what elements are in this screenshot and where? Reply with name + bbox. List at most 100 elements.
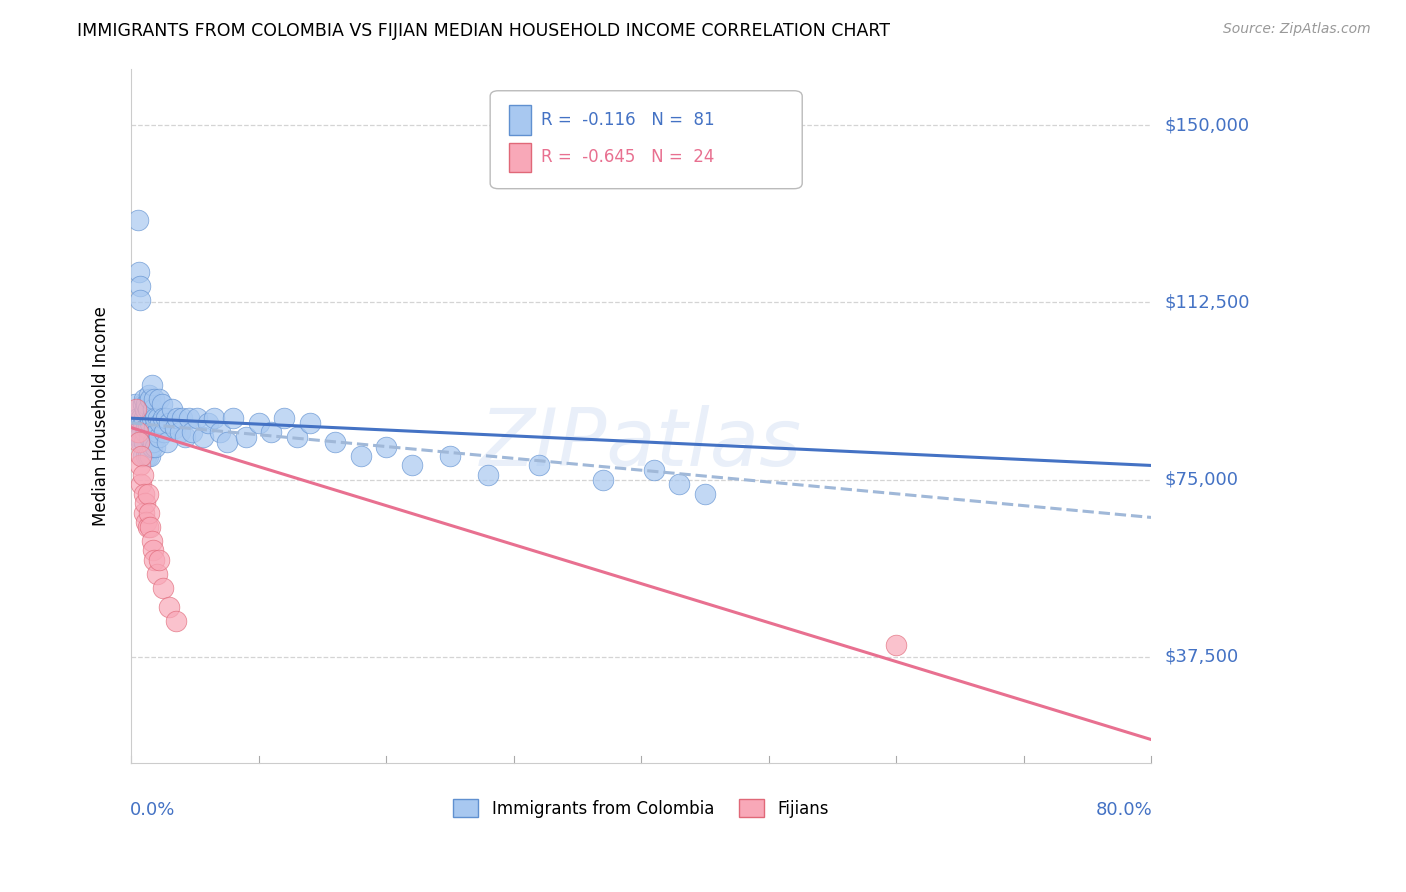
Point <box>527 458 550 473</box>
Point <box>143 553 166 567</box>
Point <box>135 449 157 463</box>
Point <box>215 434 238 449</box>
Point <box>131 411 153 425</box>
Point <box>131 397 153 411</box>
Point <box>298 416 321 430</box>
Point <box>135 515 157 529</box>
Point <box>143 420 166 434</box>
Point <box>273 411 295 425</box>
Text: Source: ZipAtlas.com: Source: ZipAtlas.com <box>1223 22 1371 37</box>
Point <box>181 425 204 440</box>
Text: ZIPatlas: ZIPatlas <box>479 405 803 483</box>
Point <box>222 411 245 425</box>
Point <box>401 458 423 473</box>
Point <box>148 392 170 407</box>
Point <box>125 425 148 440</box>
Point <box>169 425 191 440</box>
Point <box>349 449 371 463</box>
Point <box>643 463 665 477</box>
Point <box>247 416 270 430</box>
Point <box>260 425 283 440</box>
Point <box>209 425 232 440</box>
Point <box>191 430 214 444</box>
Point <box>172 411 194 425</box>
Point <box>141 378 163 392</box>
Point <box>153 425 176 440</box>
Point <box>134 496 156 510</box>
Point <box>125 401 148 416</box>
Point <box>134 425 156 440</box>
Point <box>138 387 160 401</box>
Point <box>127 425 149 440</box>
Point <box>177 411 200 425</box>
Point <box>142 401 165 416</box>
Text: $150,000: $150,000 <box>1166 116 1250 134</box>
Point <box>145 440 167 454</box>
Point <box>138 506 160 520</box>
Point <box>139 520 162 534</box>
Point <box>148 430 170 444</box>
Point <box>132 506 155 520</box>
Point <box>129 293 152 307</box>
Point <box>129 458 152 473</box>
Point <box>141 411 163 425</box>
Point <box>124 397 146 411</box>
FancyBboxPatch shape <box>509 105 531 135</box>
Point <box>235 430 257 444</box>
Point <box>131 449 153 463</box>
Point <box>131 416 153 430</box>
Point <box>186 411 208 425</box>
Point <box>127 212 149 227</box>
Text: R =  -0.645   N =  24: R = -0.645 N = 24 <box>541 148 714 167</box>
Point <box>163 420 186 434</box>
Point <box>127 411 149 425</box>
Point <box>131 477 153 491</box>
Text: $37,500: $37,500 <box>1166 648 1239 665</box>
FancyBboxPatch shape <box>509 143 531 172</box>
Text: $112,500: $112,500 <box>1166 293 1250 311</box>
Point <box>132 411 155 425</box>
Point <box>165 615 187 629</box>
Text: R =  -0.116   N =  81: R = -0.116 N = 81 <box>541 111 714 129</box>
FancyBboxPatch shape <box>491 91 803 189</box>
Point <box>129 278 152 293</box>
Point <box>136 449 159 463</box>
Point <box>136 520 159 534</box>
Point <box>693 487 716 501</box>
Point <box>157 416 180 430</box>
Point <box>150 397 173 411</box>
Point <box>884 638 907 652</box>
Point <box>139 416 162 430</box>
Point <box>197 416 219 430</box>
Point <box>128 434 150 449</box>
Point <box>152 582 174 596</box>
Point <box>139 392 162 407</box>
Point <box>166 411 188 425</box>
Legend: Immigrants from Colombia, Fijians: Immigrants from Colombia, Fijians <box>447 793 835 824</box>
Text: 0.0%: 0.0% <box>131 801 176 820</box>
Point <box>477 467 499 482</box>
Point <box>375 440 398 454</box>
Point <box>136 420 159 434</box>
Point <box>668 477 690 491</box>
Point <box>136 487 159 501</box>
Text: IMMIGRANTS FROM COLOMBIA VS FIJIAN MEDIAN HOUSEHOLD INCOME CORRELATION CHART: IMMIGRANTS FROM COLOMBIA VS FIJIAN MEDIA… <box>77 22 890 40</box>
Point <box>136 401 159 416</box>
Point <box>157 600 180 615</box>
Point <box>142 434 165 449</box>
Point <box>146 411 169 425</box>
Text: $75,000: $75,000 <box>1166 471 1239 489</box>
Point <box>128 430 150 444</box>
Point <box>143 392 166 407</box>
Point <box>145 425 167 440</box>
Point <box>141 440 163 454</box>
Point <box>131 449 153 463</box>
Point <box>135 397 157 411</box>
Point <box>139 449 162 463</box>
Point <box>202 411 225 425</box>
Point <box>156 434 179 449</box>
Point <box>148 553 170 567</box>
Point <box>135 420 157 434</box>
Point <box>155 411 177 425</box>
Point <box>173 430 195 444</box>
